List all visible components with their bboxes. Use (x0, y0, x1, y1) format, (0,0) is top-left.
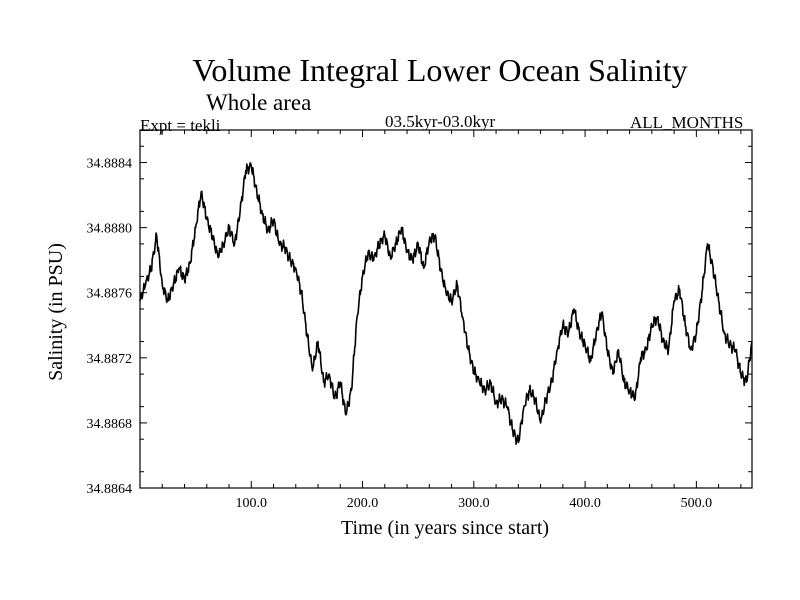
x-tick-label: 300.0 (458, 496, 490, 511)
plot-frame (139, 129, 753, 489)
y-tick-label: 34.8884 (87, 157, 133, 172)
series-layer (139, 162, 753, 446)
x-axis-label: Time (in years since start) (341, 517, 549, 539)
x-tick-label: 400.0 (569, 496, 601, 511)
chart-title: Volume Integral Lower Ocean Salinity (192, 52, 688, 88)
tick-labels: 100.0 200.0 300.0 400.0 500.0 34.8864 34.8868 3… (87, 157, 713, 511)
series-line-salinity (139, 162, 753, 446)
x-tick-label: 500.0 (681, 496, 713, 511)
y-tick-label: 34.8876 (87, 287, 133, 302)
y-tick-label: 34.8864 (87, 482, 133, 497)
y-tick-label: 34.8868 (87, 417, 133, 432)
y-axis-label: Salinity (in PSU) (45, 243, 67, 381)
months-label: ALL_MONTHS (630, 113, 744, 132)
tick-marks (140, 130, 752, 489)
period-label: 03.5kyr-03.0kyr (385, 112, 496, 131)
chart-subtitle: Whole area (206, 90, 312, 115)
x-tick-label: 200.0 (347, 496, 379, 511)
x-tick-label: 100.0 (236, 496, 268, 511)
y-tick-label: 34.8872 (87, 352, 133, 367)
y-tick-label: 34.8880 (87, 222, 133, 237)
